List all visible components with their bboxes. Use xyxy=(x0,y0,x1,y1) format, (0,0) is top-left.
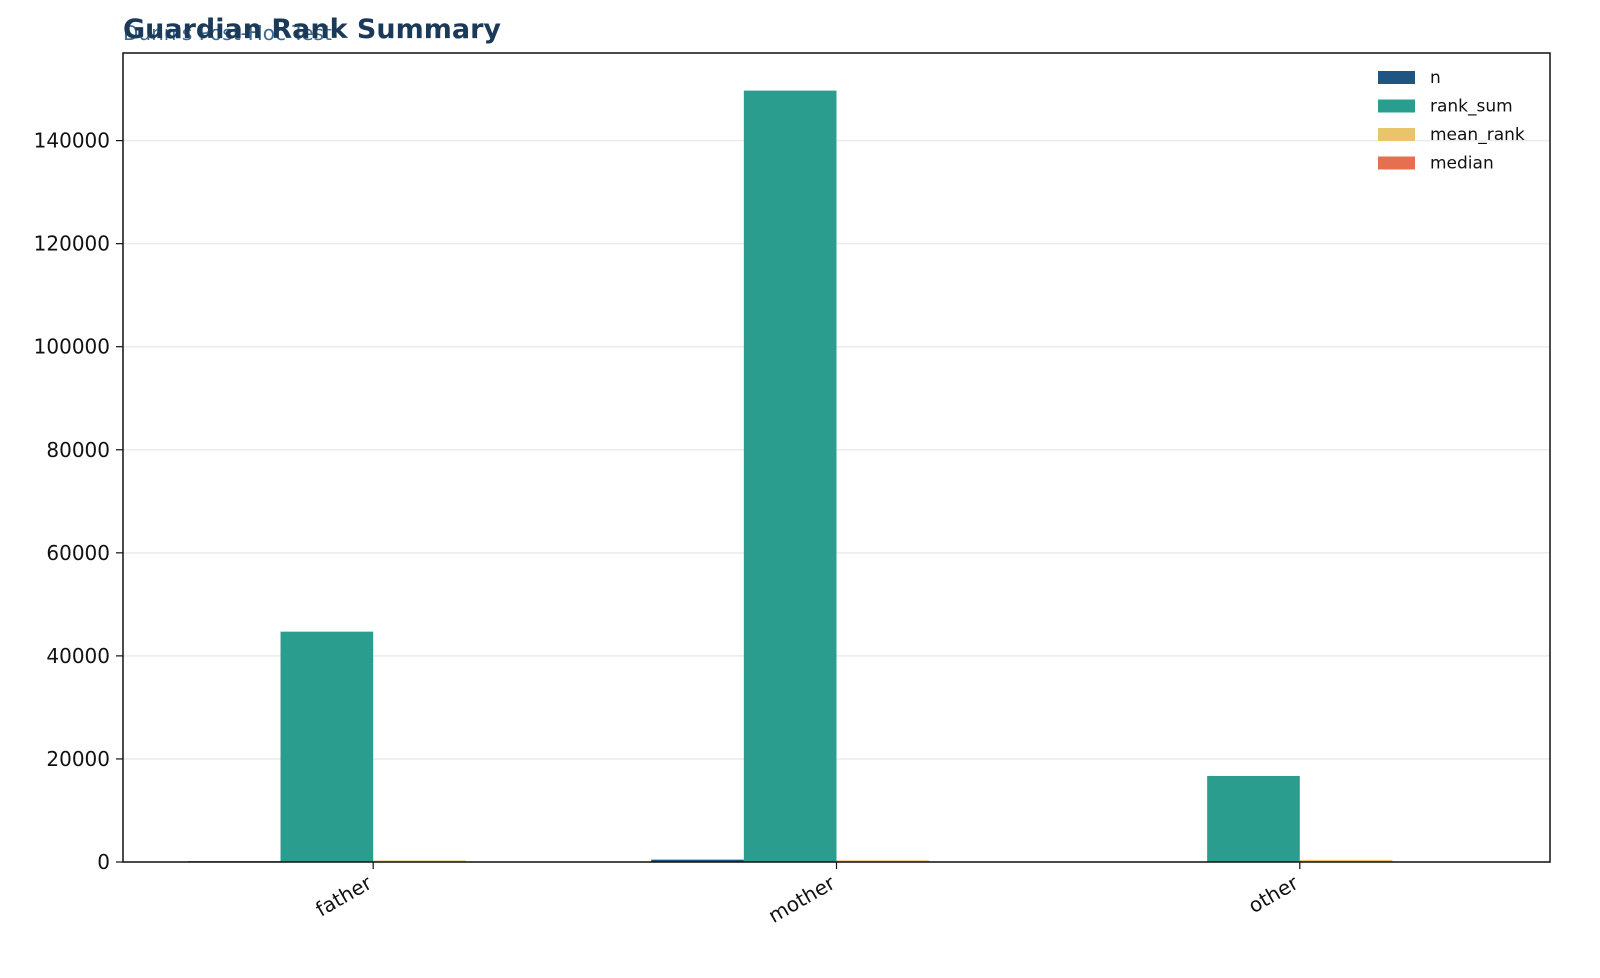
bar xyxy=(651,859,744,862)
bar xyxy=(373,860,466,862)
y-tick-label: 60000 xyxy=(46,541,110,565)
bar xyxy=(1299,859,1393,862)
y-tick-label: 100000 xyxy=(34,335,110,359)
plot-frame xyxy=(122,52,1551,863)
x-tick-label: other xyxy=(1244,870,1303,918)
legend-swatch xyxy=(1378,128,1415,141)
legend-swatch xyxy=(1378,99,1415,113)
legend-swatch xyxy=(1378,71,1415,84)
y-tick-label: 140000 xyxy=(34,129,110,153)
chart-subtitle: Dunn's Post-Hoc Test xyxy=(123,21,332,45)
x-tick-label: mother xyxy=(764,870,840,928)
x-tick-label: father xyxy=(311,870,376,921)
bar xyxy=(743,90,837,863)
y-tick-label: 120000 xyxy=(34,232,110,256)
bar xyxy=(1207,775,1300,862)
bar xyxy=(836,860,930,862)
y-tick-label: 80000 xyxy=(46,438,110,462)
legend-label: median xyxy=(1430,154,1494,174)
y-tick-label: 20000 xyxy=(46,747,110,771)
y-tick-label: 0 xyxy=(97,850,110,874)
bar xyxy=(280,631,374,862)
legend-swatch xyxy=(1378,156,1415,170)
legend-label: n xyxy=(1430,68,1441,88)
y-tick-label: 40000 xyxy=(46,644,110,668)
chart-title: Guardian Rank Summary xyxy=(123,14,501,45)
legend-label: rank_sum xyxy=(1430,97,1513,117)
legend-label: mean_rank xyxy=(1430,125,1525,145)
